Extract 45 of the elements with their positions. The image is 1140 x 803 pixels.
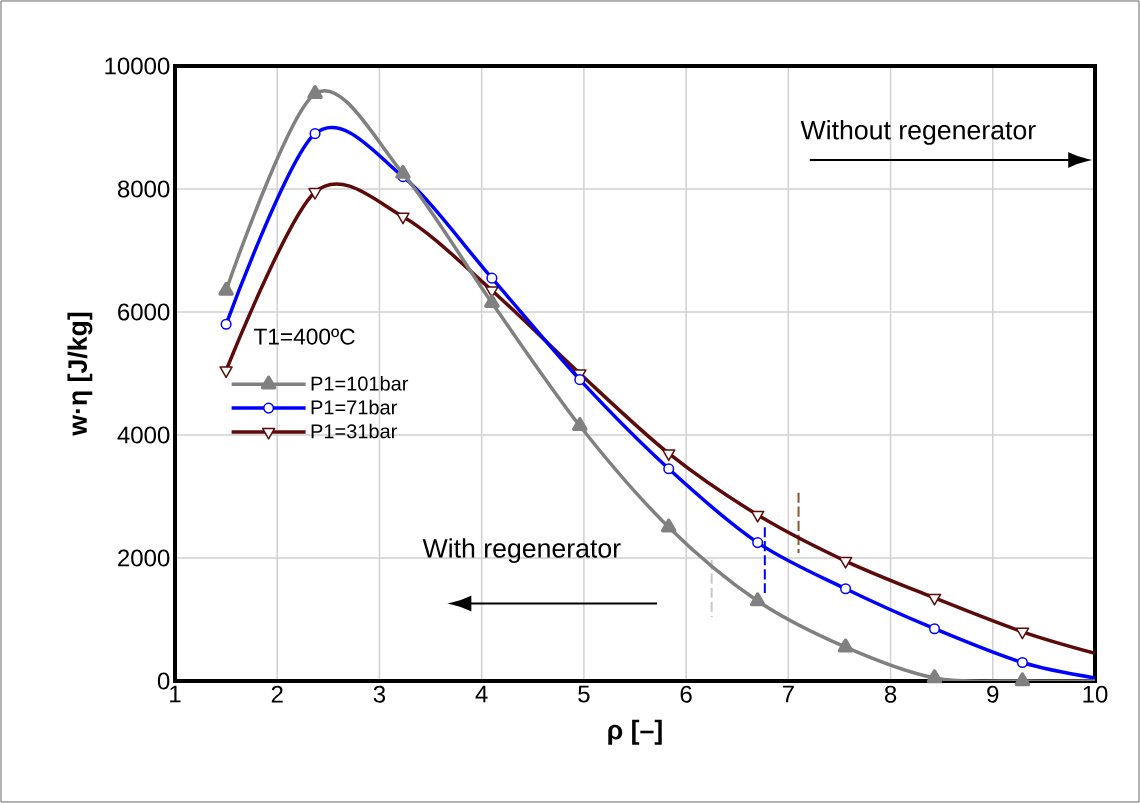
point [837,638,854,653]
point [752,537,764,549]
x-tick-label: 5 [578,685,590,703]
annotation: T1=400ºC [253,328,355,345]
x-axis-title: ρ [–] [608,719,662,745]
point [928,623,941,635]
point [838,556,853,569]
y-tick-label: 2000 [118,549,170,567]
legend-label: P1=71bar [311,399,397,415]
point [486,272,498,284]
x-tick-label: 3 [373,685,386,703]
point [219,366,233,379]
y-tick-label: 10000 [105,57,170,75]
legend-label: P1=31bar [311,423,397,439]
x-tick-label: 9 [987,685,999,703]
y-tick-label: 8000 [117,180,170,198]
point [309,128,321,140]
x-tick-label: 4 [475,685,488,703]
point [1014,672,1031,687]
point [926,669,943,684]
point [749,592,766,607]
point [396,212,410,225]
y-axis-title: w·η [J/kg] [67,312,93,436]
y-tick-label: 6000 [118,303,170,321]
point [574,374,586,386]
x-tick-label: 2 [271,685,283,703]
y-tick-label: 0 [157,672,170,690]
x-tick-label: 7 [782,685,794,703]
y-tick-label: 4000 [117,426,170,444]
point [220,318,232,330]
point [1015,627,1030,640]
legend-label: P1=101bar [311,376,409,391]
annotation: With regenerator [422,538,621,564]
point [663,463,675,475]
point [1016,656,1028,669]
x-tick-label: 8 [884,685,897,703]
annotation: Without regenerator [800,119,1036,145]
point [927,593,942,606]
point [308,187,322,200]
x-tick-label: 10 [1083,685,1108,703]
x-tick-label: 6 [680,685,692,703]
point [840,583,852,595]
point [661,449,676,462]
point [750,510,765,523]
x-tick-label: 1 [170,685,181,703]
